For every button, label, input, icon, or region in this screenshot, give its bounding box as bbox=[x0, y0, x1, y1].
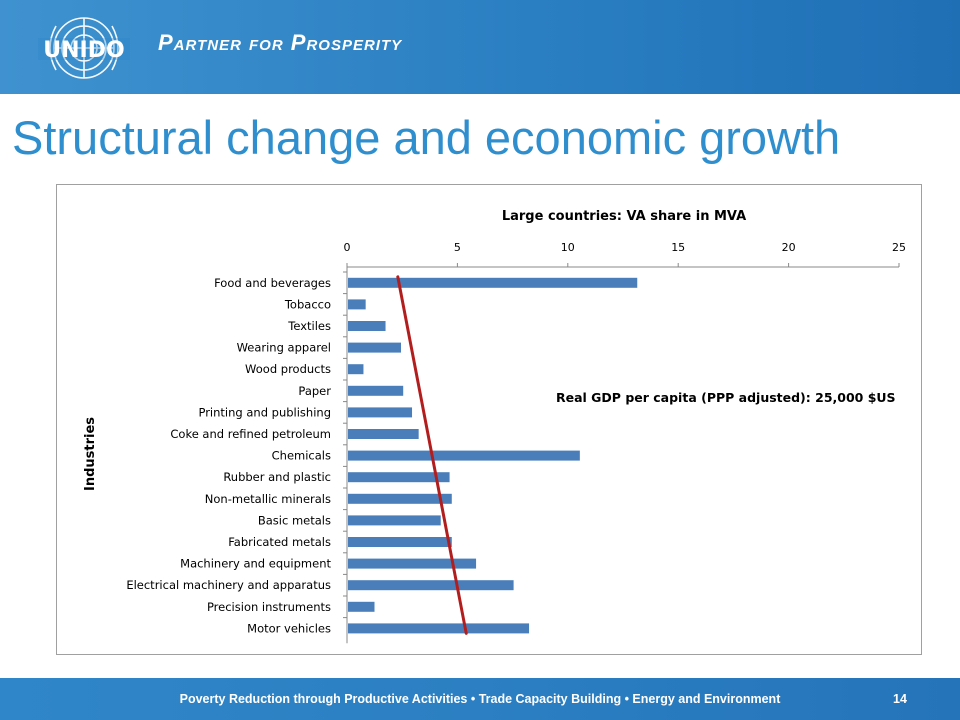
category-label: Rubber and plastic bbox=[223, 470, 331, 484]
category-label: Paper bbox=[298, 384, 331, 398]
category-label: Coke and refined petroleum bbox=[170, 427, 331, 441]
bar bbox=[348, 515, 441, 526]
category-label: Wood products bbox=[245, 362, 331, 376]
category-label: Motor vehicles bbox=[247, 621, 331, 635]
category-label: Fabricated metals bbox=[228, 535, 331, 549]
bar bbox=[348, 364, 364, 375]
category-label: Tobacco bbox=[284, 297, 331, 311]
bar bbox=[348, 493, 452, 504]
bar bbox=[348, 537, 452, 547]
chart-annotation: Real GDP per capita (PPP adjusted): 25,0… bbox=[556, 390, 896, 405]
trend-line bbox=[396, 275, 468, 635]
category-label: Electrical machinery and apparatus bbox=[126, 578, 331, 592]
y-axis-label: Industries bbox=[83, 417, 98, 491]
chart-title: Large countries: VA share in MVA bbox=[502, 209, 746, 224]
bar bbox=[348, 407, 413, 418]
bar bbox=[348, 385, 404, 396]
bar-chart: Large countries: VA share in MVA Industr… bbox=[83, 209, 906, 644]
tagline: Partner for Prosperity bbox=[158, 30, 403, 55]
category-label: Printing and publishing bbox=[198, 405, 331, 419]
category-label: Food and beverages bbox=[214, 276, 331, 290]
bar bbox=[348, 342, 401, 353]
bar bbox=[348, 601, 375, 612]
chart-frame: Large countries: VA share in MVA Industr… bbox=[56, 184, 922, 655]
category-label: Textiles bbox=[287, 319, 331, 333]
category-label: Wearing apparel bbox=[237, 341, 331, 355]
footer-text: Poverty Reduction through Productive Act… bbox=[179, 692, 781, 706]
bar bbox=[348, 277, 638, 288]
category-label: Basic metals bbox=[258, 513, 331, 527]
bar bbox=[348, 429, 419, 439]
slide-title: Structural change and economic growth bbox=[12, 111, 841, 164]
x-tick-label: 10 bbox=[561, 241, 575, 254]
logo-text: UNIDO bbox=[43, 38, 124, 63]
bar bbox=[348, 450, 580, 461]
header-banner: UNIDO Partner for Prosperity bbox=[0, 0, 960, 94]
category-label: Precision instruments bbox=[207, 600, 331, 614]
bar bbox=[348, 558, 477, 569]
page-number: 14 bbox=[893, 692, 907, 706]
bar bbox=[348, 623, 530, 634]
x-tick-label: 0 bbox=[344, 241, 351, 254]
bar bbox=[348, 580, 514, 591]
footer-bar: Poverty Reduction through Productive Act… bbox=[0, 678, 960, 720]
category-label: Machinery and equipment bbox=[180, 557, 331, 571]
bar bbox=[348, 321, 386, 331]
bar bbox=[348, 472, 450, 483]
category-label: Chemicals bbox=[272, 449, 331, 463]
x-tick-label: 20 bbox=[782, 241, 796, 254]
un-emblem-logo: UNIDO bbox=[38, 17, 130, 79]
category-label: Non-metallic minerals bbox=[205, 492, 331, 506]
x-tick-label: 5 bbox=[454, 241, 461, 254]
x-tick-label: 25 bbox=[892, 241, 906, 254]
x-tick-label: 15 bbox=[671, 241, 685, 254]
bar bbox=[348, 299, 366, 310]
